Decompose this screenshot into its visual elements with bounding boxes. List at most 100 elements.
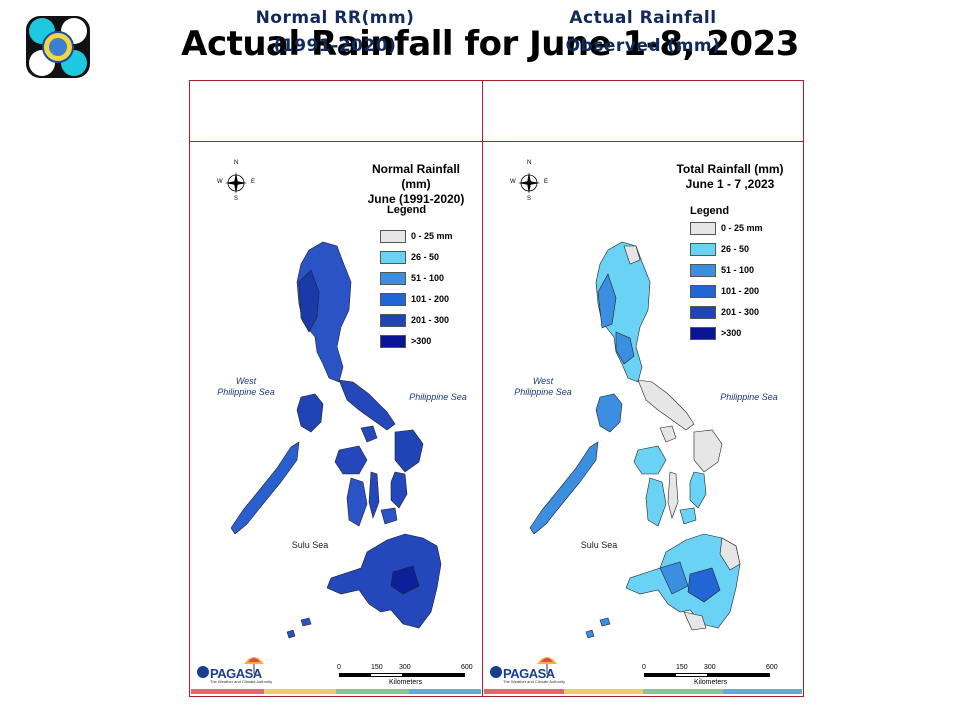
luzon-north-dry — [623, 245, 641, 265]
scale-unit: Kilometers — [389, 679, 423, 686]
scale-bar: 0 150 300 600 Kilometers — [337, 664, 477, 690]
compass-icon — [518, 172, 540, 194]
panay-island — [334, 445, 368, 475]
pagasa-wordmark: PAGASA — [210, 666, 262, 681]
pagasa-tagline: The Weather and Climate Authority — [503, 679, 566, 684]
masbate-island — [360, 425, 378, 443]
compass-n-label: N — [234, 160, 239, 166]
legend-label: 26 - 50 — [411, 252, 440, 262]
panay-island — [633, 445, 667, 475]
compass-s-label: S — [234, 196, 239, 202]
compass-s-label: S — [527, 196, 532, 202]
actual-rainfall-map-panel: N S W E Total Rainfall (mm) June 1 - 7 ,… — [484, 142, 802, 694]
compass-e-label: E — [251, 179, 256, 185]
masbate-island — [659, 425, 677, 443]
samar-island — [394, 429, 424, 473]
sea-label-sulu: Sulu Sea — [291, 540, 329, 550]
scale-tick-150: 150 — [676, 664, 688, 671]
scale-tick-0: 0 — [337, 664, 341, 671]
normal-header-line2: (1991-2020) — [273, 36, 397, 56]
legend-label: 201 - 300 — [411, 315, 450, 325]
pagasa-umbrella-icon — [490, 657, 557, 678]
scale-tick-600: 600 — [766, 664, 778, 671]
strip-blue — [408, 689, 481, 694]
normal-map-title-line1: Normal Rainfall (mm) — [371, 162, 461, 191]
sea-label-east: Philippine Sea — [720, 392, 778, 402]
pagasa-logo: PAGASA The Weather and Climate Authority — [196, 650, 272, 686]
legend-label: 101 - 200 — [721, 286, 760, 296]
scale-bar-graphic — [339, 673, 465, 677]
compass-e-label: E — [544, 179, 549, 185]
scale-tick-0: 0 — [642, 664, 646, 671]
sea-west-line2: Philippine Sea — [514, 387, 572, 397]
actual-header-line1: Actual Rainfall — [569, 8, 717, 28]
cebu-island — [667, 471, 679, 520]
actual-legend-title: Legend — [690, 205, 730, 217]
legend-swatch — [380, 230, 406, 243]
compass-rose: N S W E — [217, 160, 255, 202]
compass-w-label: W — [217, 179, 223, 185]
mindanao-south-dry — [683, 611, 707, 631]
sulu-islands — [585, 617, 611, 639]
samar-island — [693, 429, 723, 473]
legend-label: 51 - 100 — [721, 265, 755, 275]
legend-swatch — [380, 335, 406, 348]
sea-label-west: West Philippine Sea — [508, 376, 578, 398]
normal-rainfall-map-panel: N S W E Normal Rainfall (mm) June (1991-… — [191, 142, 481, 694]
palawan-island — [230, 441, 300, 535]
sea-west-line2: Philippine Sea — [217, 387, 275, 397]
luzon-moderate-west — [597, 273, 617, 329]
mindanao-east-dry — [719, 537, 741, 571]
scale-bar: 0 150 300 600 Kilometers — [642, 664, 782, 690]
leyte-island — [689, 471, 707, 509]
strip-green — [336, 689, 409, 694]
dost-pagasa-emblem — [26, 16, 90, 78]
cebu-island — [368, 471, 380, 520]
scale-tick-150: 150 — [371, 664, 383, 671]
legend-label: 26 - 50 — [721, 244, 750, 254]
comparison-frame — [189, 80, 804, 697]
normal-rainfall-map — [230, 241, 442, 639]
normal-header-line1: Normal RR(mm) — [255, 8, 415, 28]
pagasa-logo: PAGASA The Weather and Climate Authority — [489, 650, 565, 686]
brand-color-strip — [484, 689, 802, 694]
leyte-island — [390, 471, 408, 509]
legend-swatch — [690, 243, 716, 256]
sea-label-east: Philippine Sea — [409, 392, 467, 402]
sea-west-line1: West — [235, 376, 257, 386]
actual-map-title-line2: June 1 - 7 ,2023 — [685, 177, 775, 191]
strip-red — [484, 689, 564, 694]
actual-header-line2: Observed (mm) — [565, 36, 721, 56]
normal-legend-title: Legend — [387, 204, 427, 216]
actual-map-title: Total Rainfall (mm) June 1 - 7 ,2023 — [670, 162, 790, 192]
legend-label: 101 - 200 — [411, 294, 450, 304]
strip-green — [643, 689, 723, 694]
compass-icon — [225, 172, 247, 194]
negros-island — [645, 477, 667, 527]
brand-color-strip — [191, 689, 481, 694]
legend-swatch — [690, 222, 716, 235]
scale-tick-300: 300 — [704, 664, 716, 671]
sea-label-sulu: Sulu Sea — [580, 540, 618, 550]
pagasa-wordmark: PAGASA — [503, 666, 555, 681]
bicol-peninsula — [338, 379, 396, 431]
negros-island — [346, 477, 368, 527]
slide-title: Actual Rainfall for June 1-8, 2023 — [181, 24, 799, 64]
legend-label: >300 — [411, 336, 432, 346]
frame-divider-horizontal — [190, 141, 803, 142]
bohol-island — [679, 507, 697, 525]
scale-tick-300: 300 — [399, 664, 411, 671]
strip-yellow — [563, 689, 643, 694]
normal-rainfall-header: Normal RR(mm) (1991-2020) — [189, 0, 481, 60]
legend-swatch — [380, 293, 406, 306]
scale-bar-graphic — [644, 673, 770, 677]
compass-w-label: W — [510, 179, 516, 185]
actual-rainfall-header: Actual Rainfall Observed (mm) — [482, 0, 804, 60]
bohol-island — [380, 507, 398, 525]
mindoro-island — [296, 393, 324, 433]
legend-label: >300 — [721, 328, 742, 338]
mindanao-moderate — [659, 561, 689, 595]
compass-n-label: N — [527, 160, 532, 166]
legend-label: 201 - 300 — [721, 307, 760, 317]
luzon-island — [595, 241, 651, 383]
